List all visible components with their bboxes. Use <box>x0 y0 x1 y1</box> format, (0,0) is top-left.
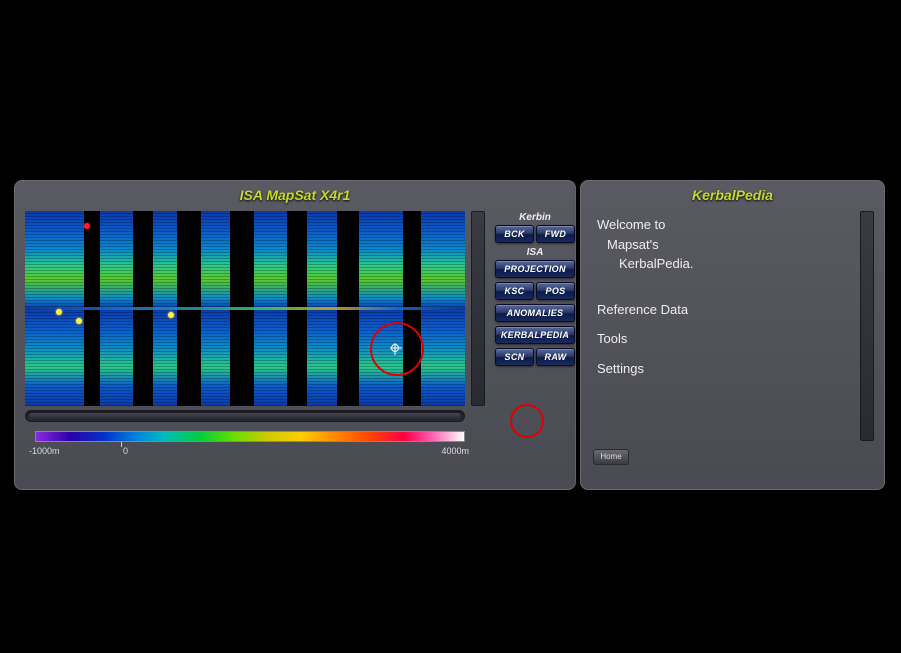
scn-button[interactable]: SCN <box>495 348 534 366</box>
reference-data-link[interactable]: Reference Data <box>597 300 853 320</box>
colorbar-max-label: 4000m <box>441 446 469 456</box>
welcome-line-3: KerbalPedia. <box>597 254 853 274</box>
kerbalpedia-body: Welcome to Mapsat's KerbalPedia. Referen… <box>593 211 857 441</box>
projection-button[interactable]: PROJECTION <box>495 260 575 278</box>
scan-map[interactable] <box>25 211 465 406</box>
map-horizontal-scrollbar[interactable] <box>25 410 465 422</box>
tools-link[interactable]: Tools <box>597 329 853 349</box>
bck-button[interactable]: BCK <box>495 225 534 243</box>
colorbar-min-label: -1000m <box>29 446 60 456</box>
anomalies-button[interactable]: ANOMALIES <box>495 304 575 322</box>
welcome-line-1: Welcome to <box>597 215 853 235</box>
map-cursor-icon <box>391 344 399 352</box>
equator-line <box>25 307 465 310</box>
pos-button[interactable]: POS <box>536 282 575 300</box>
map-vertical-scrollbar[interactable] <box>471 211 485 406</box>
highlight-circle <box>510 404 544 438</box>
control-column: Kerbin BCK FWD ISA PROJECTION KSC POS AN… <box>495 209 575 370</box>
settings-link[interactable]: Settings <box>597 359 853 379</box>
kerbalpedia-scrollbar[interactable] <box>860 211 874 441</box>
kerbalpedia-title: KerbalPedia <box>581 181 884 207</box>
colorbar-gradient <box>35 431 465 442</box>
mapsat-window: ISA MapSat X4r1 -1000m 0 4000m Kerbin BC… <box>14 180 576 490</box>
map-marker <box>76 318 82 324</box>
map-marker <box>56 309 62 315</box>
body-label: Kerbin <box>495 212 575 223</box>
fwd-button[interactable]: FWD <box>536 225 575 243</box>
welcome-line-2: Mapsat's <box>597 235 853 255</box>
ksc-button[interactable]: KSC <box>495 282 534 300</box>
raw-button[interactable]: RAW <box>536 348 575 366</box>
mapsat-title: ISA MapSat X4r1 <box>15 181 575 207</box>
elevation-colorbar: -1000m 0 4000m <box>35 431 465 456</box>
home-button[interactable]: Home <box>593 449 629 465</box>
colorbar-zero-label: 0 <box>123 446 128 456</box>
kerbalpedia-window: KerbalPedia Welcome to Mapsat's KerbalPe… <box>580 180 885 490</box>
isa-label: ISA <box>495 247 575 258</box>
kerbalpedia-button[interactable]: KERBALPEDIA <box>495 326 575 344</box>
